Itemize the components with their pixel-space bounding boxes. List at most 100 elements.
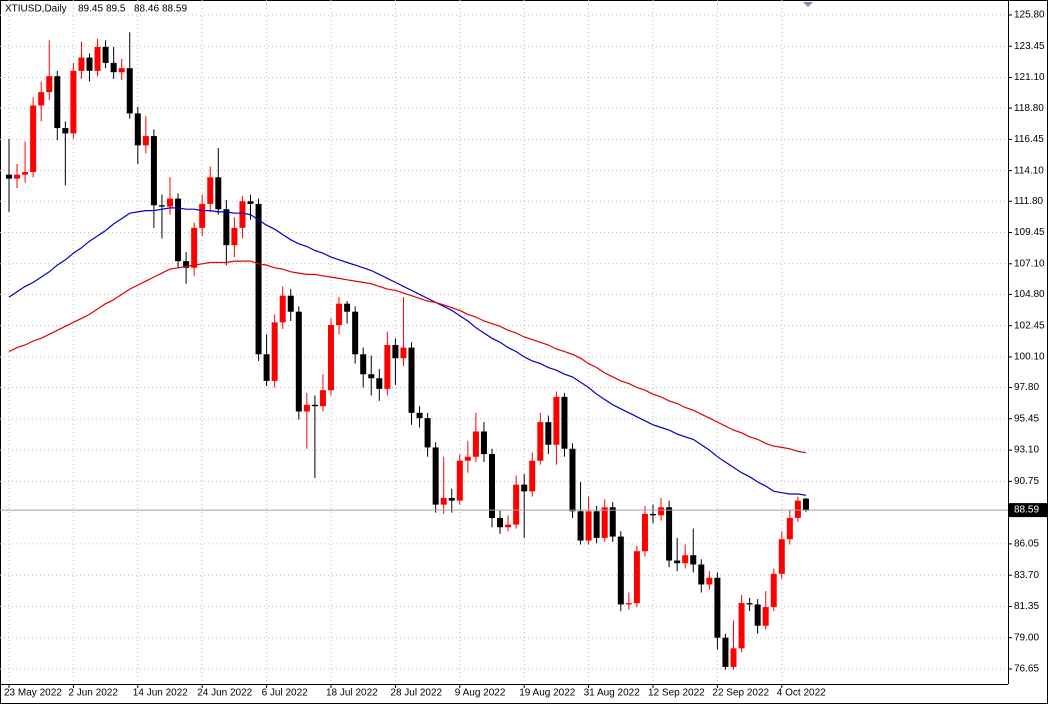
x-tick-label: 28 Jul 2022	[390, 688, 442, 699]
candle-body	[279, 295, 286, 323]
x-tick-label: 22 Sep 2022	[712, 688, 769, 699]
candle-body	[158, 205, 165, 207]
candle-body	[802, 498, 809, 511]
candle-body	[191, 227, 198, 268]
candle-body	[472, 431, 479, 457]
y-tick-label: 90.75	[1014, 476, 1039, 487]
candle-body	[102, 46, 109, 63]
x-tick-label: 9 Aug 2022	[455, 688, 506, 699]
candle-body	[231, 227, 238, 246]
y-tick-label: 102.45	[1014, 320, 1045, 331]
candle-body	[247, 201, 254, 204]
moving-average	[8, 260, 807, 454]
candle-body	[344, 303, 351, 312]
y-tick-label: 93.10	[1014, 445, 1039, 456]
x-tick-label: 2 Jun 2022	[68, 688, 118, 699]
candle-body	[360, 354, 367, 375]
candle-body	[134, 113, 141, 146]
candle-body	[561, 396, 568, 449]
candle-body	[199, 203, 206, 228]
candle-body	[142, 136, 149, 146]
price-label-box	[1009, 503, 1047, 518]
open-value: 89.45	[78, 4, 103, 15]
y-tick-label: 86.05	[1014, 539, 1039, 550]
y-tick-label: 116.45	[1014, 134, 1044, 145]
x-tick-label: 24 Jun 2022	[197, 688, 252, 699]
candle-body	[722, 637, 729, 667]
x-tick-label: 4 Oct 2022	[777, 688, 826, 699]
candle-body	[432, 447, 439, 505]
y-tick-label: 114.10	[1014, 165, 1044, 176]
candle-body	[408, 347, 415, 413]
y-tick-label: 81.35	[1014, 601, 1039, 612]
candle-body	[14, 174, 21, 179]
candle-body	[698, 564, 705, 585]
y-tick-label: 83.70	[1014, 570, 1039, 581]
candle-body	[714, 577, 721, 638]
candle-body	[416, 412, 423, 419]
y-tick-label: 97.80	[1014, 382, 1039, 393]
candle-body	[78, 57, 85, 71]
y-tick-label: 79.00	[1014, 632, 1039, 643]
candle-body	[215, 177, 222, 210]
y-tick-label: 118.80	[1014, 103, 1044, 114]
candle-body	[70, 70, 77, 134]
candle-body	[126, 68, 133, 114]
candle-body	[641, 513, 648, 552]
y-tick-label: 107.10	[1014, 258, 1045, 269]
y-tick-label: 125.80	[1014, 10, 1045, 21]
candle-body	[440, 497, 447, 505]
candle-body	[585, 511, 592, 541]
x-tick-label: 6 Jul 2022	[262, 688, 309, 699]
candle-body	[384, 344, 391, 389]
candle-body	[601, 507, 608, 538]
candle-body	[303, 404, 310, 412]
candle-body	[167, 198, 173, 207]
candle-body	[352, 311, 359, 355]
candle-body	[593, 511, 600, 538]
price-label: 88.59	[1014, 505, 1039, 516]
candle-body	[778, 539, 785, 574]
y-tick-label: 95.45	[1014, 413, 1039, 424]
candle-body	[497, 517, 504, 528]
candle-body	[770, 573, 777, 608]
candle-body	[223, 209, 230, 246]
candle-body	[38, 92, 45, 106]
candle-body	[464, 456, 471, 461]
candle-body	[118, 68, 125, 73]
y-tick-label: 100.10	[1014, 352, 1045, 363]
candle-body	[521, 484, 528, 492]
candle-body	[537, 422, 544, 461]
candle-body	[239, 201, 246, 228]
y-tick-label: 111.80	[1014, 196, 1044, 207]
candle-body	[207, 177, 214, 204]
candle-body	[295, 311, 302, 412]
candle-body	[650, 513, 656, 516]
candle-body	[674, 560, 681, 564]
candle-body	[86, 57, 93, 71]
candle-body	[786, 517, 793, 540]
candle-body	[658, 507, 665, 516]
candle-body	[617, 536, 624, 605]
candle-body	[513, 484, 520, 525]
close-value: 88.59	[162, 4, 187, 15]
candle-body	[110, 62, 117, 73]
x-tick-label: 14 Jun 2022	[133, 688, 188, 699]
candle-body	[150, 136, 157, 206]
x-tick-label: 31 Aug 2022	[584, 688, 641, 699]
y-tick-label: 109.45	[1014, 227, 1045, 238]
candle-body	[46, 76, 53, 93]
candle-body	[690, 555, 697, 565]
candle-body	[255, 203, 262, 355]
candle-body	[754, 604, 761, 626]
candle-body	[448, 497, 455, 501]
y-tick-label: 76.65	[1014, 664, 1039, 675]
candle-body	[376, 378, 383, 389]
candle-body	[328, 325, 334, 391]
candle-body	[545, 422, 552, 445]
x-tick-label: 18 Jul 2022	[326, 688, 378, 699]
candle-body	[553, 396, 560, 445]
candle-body	[609, 507, 616, 537]
